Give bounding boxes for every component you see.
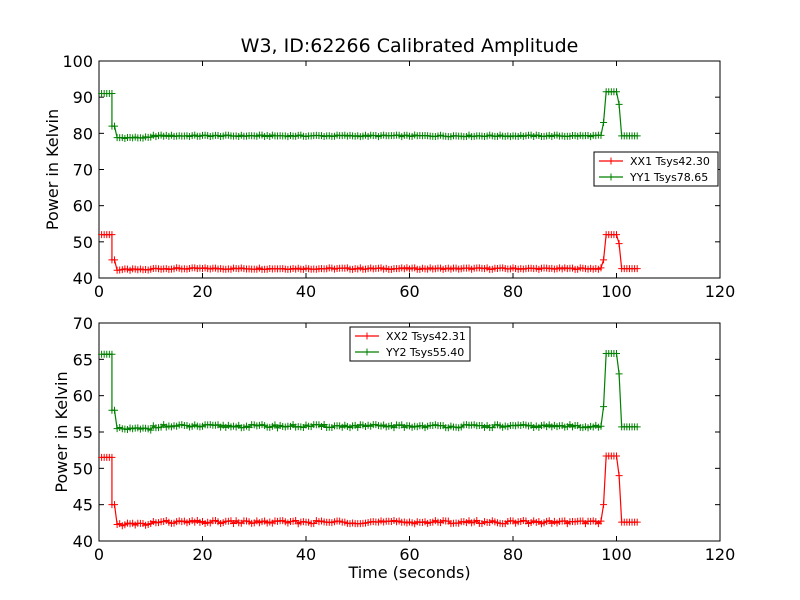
x-tick-label: 100 (601, 282, 632, 301)
x-tick-label: 20 (192, 282, 212, 301)
legend-marker (363, 348, 371, 356)
data-point (111, 406, 119, 414)
data-point (615, 472, 623, 480)
data-point (111, 256, 119, 264)
data-point (597, 131, 605, 139)
series-markers-xx2 (98, 452, 641, 530)
legend-box (593, 151, 719, 187)
x-tick-label: 0 (94, 282, 104, 301)
subplot-top: 0 20 40 60 80 100 120 40 50 60 70 80 90 100 Power in K… (43, 52, 735, 301)
legend: XX2 Tsys42.31 YY2 Tsys55.40 (349, 326, 471, 362)
y-tick-label: 90 (73, 88, 93, 107)
x-tick-label: 60 (399, 545, 419, 564)
data-point (613, 350, 620, 358)
legend-marker (607, 173, 615, 181)
legend-marker (363, 332, 371, 340)
data-point (600, 501, 608, 509)
y-axis-label: Power in Kelvin (52, 371, 71, 492)
data-point (615, 370, 623, 378)
data-point (633, 132, 641, 140)
x-tick-label: 60 (399, 282, 419, 301)
chart-title: W3, ID:62266 Calibrated Amplitude (241, 35, 579, 57)
data-point (615, 240, 623, 248)
y-tick-label: 40 (73, 532, 93, 551)
legend: XX1 Tsys42.30 YY1 Tsys78.65 (593, 151, 719, 187)
y-axis-label: Power in Kelvin (43, 109, 62, 230)
y-tick-label: 40 (73, 269, 93, 288)
x-tick-label: 0 (94, 545, 104, 564)
series-markers-yy1 (98, 88, 641, 142)
x-axis-label: Time (seconds) (347, 563, 470, 582)
y-tick-label: 60 (73, 197, 93, 216)
data-point (613, 231, 620, 239)
data-point (633, 265, 641, 273)
legend-label: YY2 Tsys55.40 (385, 346, 464, 359)
x-tick-label: 120 (705, 282, 736, 301)
y-tick-label: 45 (73, 496, 93, 515)
x-tick-label: 80 (503, 282, 523, 301)
y-tick-label: 50 (73, 459, 93, 478)
x-tick-label: 80 (503, 545, 523, 564)
legend-marker (607, 157, 615, 165)
data-point (108, 350, 116, 358)
data-point (111, 501, 119, 509)
legend-label: XX1 Tsys42.30 (630, 155, 710, 168)
y-tick-label: 55 (73, 423, 93, 442)
data-point (147, 426, 155, 434)
y-tick-label: 70 (73, 161, 93, 180)
data-point (613, 88, 620, 96)
y-tick-label: 70 (73, 314, 93, 333)
x-tick-label: 40 (296, 545, 316, 564)
y-tick-label: 65 (73, 350, 93, 369)
data-point (615, 100, 623, 108)
data-point (597, 422, 605, 430)
data-point (108, 90, 116, 98)
data-point (600, 256, 608, 264)
y-tick-label: 60 (73, 387, 93, 406)
subplot-bottom: 0 20 40 60 80 100 120 40 45 50 55 60 65 70 Power in Ke… (52, 314, 735, 582)
x-tick-label: 100 (601, 545, 632, 564)
series-markers-yy2 (98, 350, 641, 434)
legend-label: YY1 Tsys78.65 (629, 171, 708, 184)
y-tick-label: 100 (62, 52, 93, 71)
data-point (108, 231, 116, 239)
x-tick-label: 40 (296, 282, 316, 301)
legend-label: XX2 Tsys42.31 (386, 330, 466, 343)
data-point (613, 452, 620, 460)
data-point (111, 122, 119, 130)
data-point (600, 403, 608, 411)
legend-box (349, 326, 471, 362)
data-point (633, 423, 641, 431)
y-tick-label: 80 (73, 124, 93, 143)
data-point (597, 517, 605, 525)
series-markers-xx1 (98, 231, 641, 274)
x-tick-label: 120 (705, 545, 736, 564)
data-point (633, 518, 641, 526)
data-point (108, 453, 116, 461)
data-point (597, 264, 605, 272)
y-tick-label: 50 (73, 233, 93, 252)
data-point (600, 118, 608, 126)
x-tick-label: 20 (192, 545, 212, 564)
